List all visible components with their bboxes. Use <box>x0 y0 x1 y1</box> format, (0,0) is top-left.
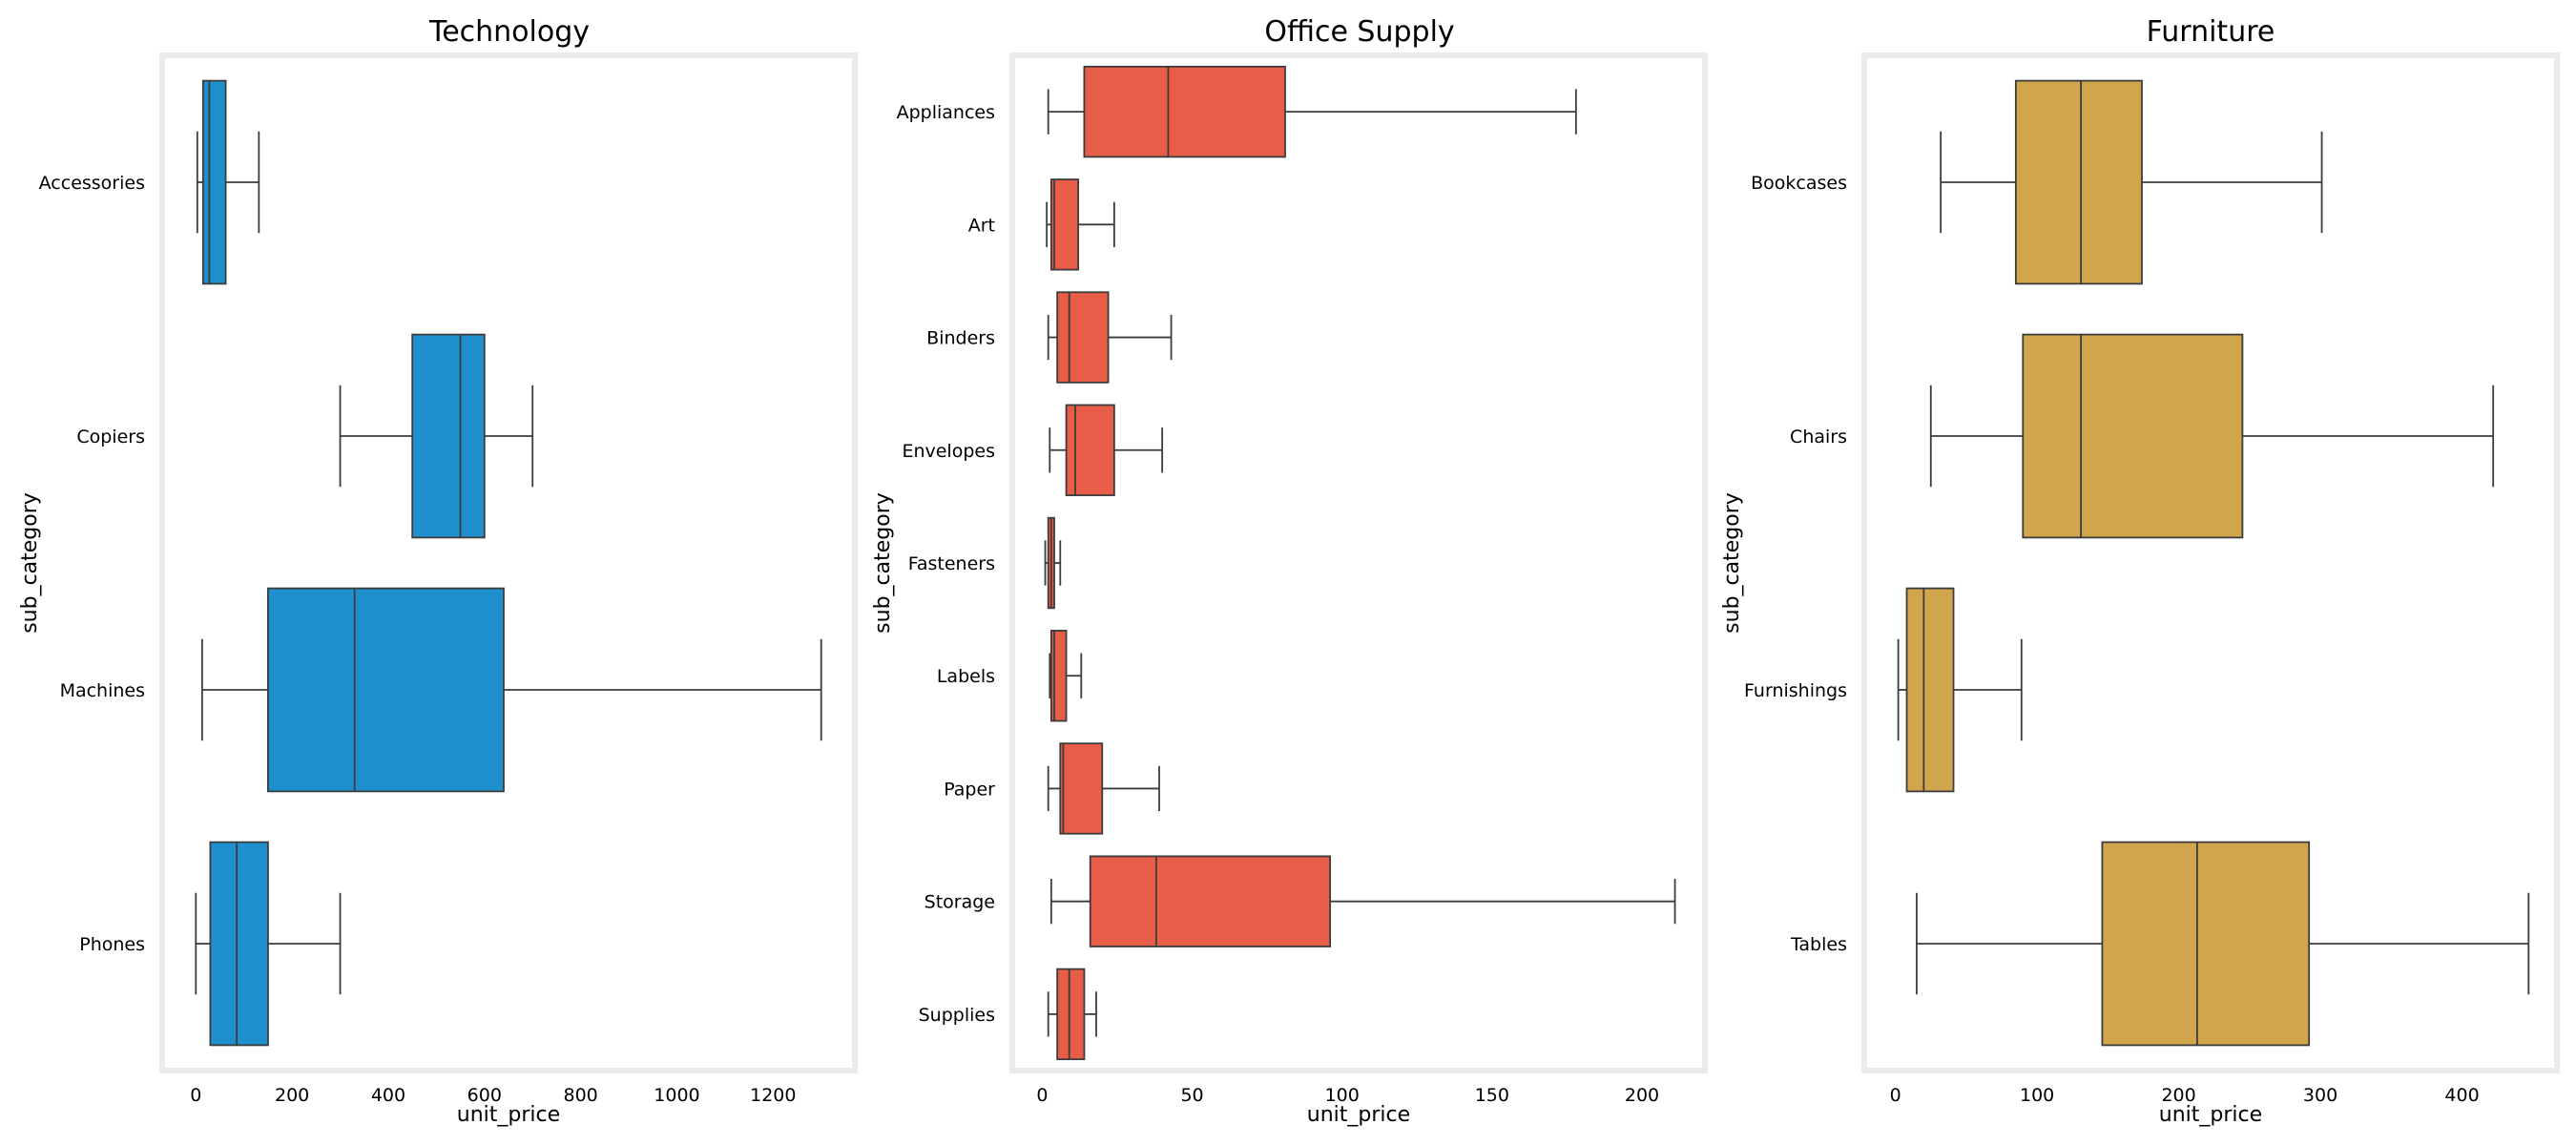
y-axis-category-labels: Bookcases Chairs Furnishings Tables <box>1744 173 1847 955</box>
y-axis-category-labels: Accessories Copiers Machines Phones <box>39 173 145 955</box>
box-series <box>1897 79 2530 1047</box>
y-tick-label: Chairs <box>1790 427 1847 448</box>
y-tick-label: Paper <box>944 779 995 800</box>
box-tables <box>2101 841 2311 1047</box>
plot-frame <box>1861 52 2560 1073</box>
x-tick-label: 1000 <box>654 1085 699 1106</box>
box-series <box>195 79 822 1047</box>
panel-title: Office Supply <box>1264 15 1454 49</box>
box-accessories <box>201 79 227 285</box>
box-copiers <box>411 333 486 539</box>
x-tick-label: 150 <box>1475 1085 1509 1106</box>
box-art <box>1049 178 1080 271</box>
y-axis-label: sub_category <box>18 492 42 634</box>
x-tick-label: 200 <box>275 1085 309 1106</box>
box-phones <box>209 841 269 1047</box>
x-axis-ticks: 0 200 400 600 800 1000 1200 <box>190 1085 796 1106</box>
panel-title: Technology <box>428 15 590 49</box>
plot-frame <box>159 52 858 1073</box>
y-tick-label: Accessories <box>39 173 145 194</box>
x-tick-label: 100 <box>2020 1085 2054 1106</box>
box-supplies <box>1056 968 1086 1061</box>
y-axis-label: sub_category <box>871 492 895 634</box>
x-tick-label: 400 <box>2444 1085 2479 1106</box>
x-axis-label: unit_price <box>2159 1103 2262 1127</box>
x-tick-label: 400 <box>371 1085 405 1106</box>
panel-title: Furniture <box>2147 15 2275 49</box>
x-tick-label: 1200 <box>750 1085 796 1106</box>
x-axis-label: unit_price <box>457 1103 560 1127</box>
x-axis-label: unit_price <box>1307 1103 1410 1127</box>
y-tick-label: Phones <box>79 934 145 955</box>
x-tick-label: 300 <box>2303 1085 2337 1106</box>
y-tick-label: Binders <box>926 328 995 349</box>
x-tick-label: 0 <box>1036 1085 1048 1106</box>
y-tick-label: Fasteners <box>908 553 995 574</box>
y-tick-label: Labels <box>937 666 995 687</box>
y-axis-category-labels: Appliances Art Binders Envelopes Fasteners La… <box>897 102 996 1026</box>
y-tick-label: Appliances <box>897 102 995 123</box>
x-tick-label: 50 <box>1180 1085 1203 1106</box>
x-tick-label: 200 <box>2161 1085 2195 1106</box>
panel-office-supply: Office Supply 0 50 100 150 200 Appliances Art… <box>871 15 1708 1127</box>
y-tick-label: Storage <box>924 892 995 913</box>
x-tick-label: 0 <box>190 1085 201 1106</box>
box-storage <box>1089 855 1332 947</box>
x-tick-label: 100 <box>1325 1085 1360 1106</box>
box-paper <box>1059 742 1104 835</box>
y-tick-label: Bookcases <box>1751 173 1847 194</box>
y-tick-label: Supplies <box>919 1005 995 1026</box>
plot-frame <box>1009 52 1708 1073</box>
x-axis-ticks: 0 100 200 300 400 <box>1890 1085 2480 1106</box>
y-tick-label: Furnishings <box>1744 680 1847 701</box>
panel-technology: Technology 0 200 400 600 800 1000 1200 Accesso… <box>18 15 858 1127</box>
y-tick-label: Art <box>968 215 995 236</box>
box-envelopes <box>1065 404 1115 496</box>
box-binders <box>1056 291 1110 384</box>
x-tick-label: 200 <box>1625 1085 1659 1106</box>
x-axis-ticks: 0 50 100 150 200 <box>1036 1085 1659 1106</box>
box-chairs <box>2022 333 2244 539</box>
x-tick-label: 800 <box>563 1085 597 1106</box>
y-tick-label: Envelopes <box>902 441 995 462</box>
box-appliances <box>1083 65 1286 158</box>
box-bookcases <box>2014 79 2143 285</box>
y-tick-label: Machines <box>60 680 145 701</box>
y-tick-label: Copiers <box>76 427 145 448</box>
box-furnishings <box>1905 587 1955 793</box>
box-series <box>1044 65 1676 1061</box>
x-tick-label: 600 <box>467 1085 502 1106</box>
x-tick-label: 0 <box>1890 1085 1901 1106</box>
y-tick-label: Tables <box>1790 934 1847 955</box>
y-axis-label: sub_category <box>1720 492 1744 634</box>
panel-furniture: Furniture 0 100 200 300 400 Bookcases Chairs F… <box>1720 15 2560 1127</box>
box-machines <box>267 587 505 793</box>
